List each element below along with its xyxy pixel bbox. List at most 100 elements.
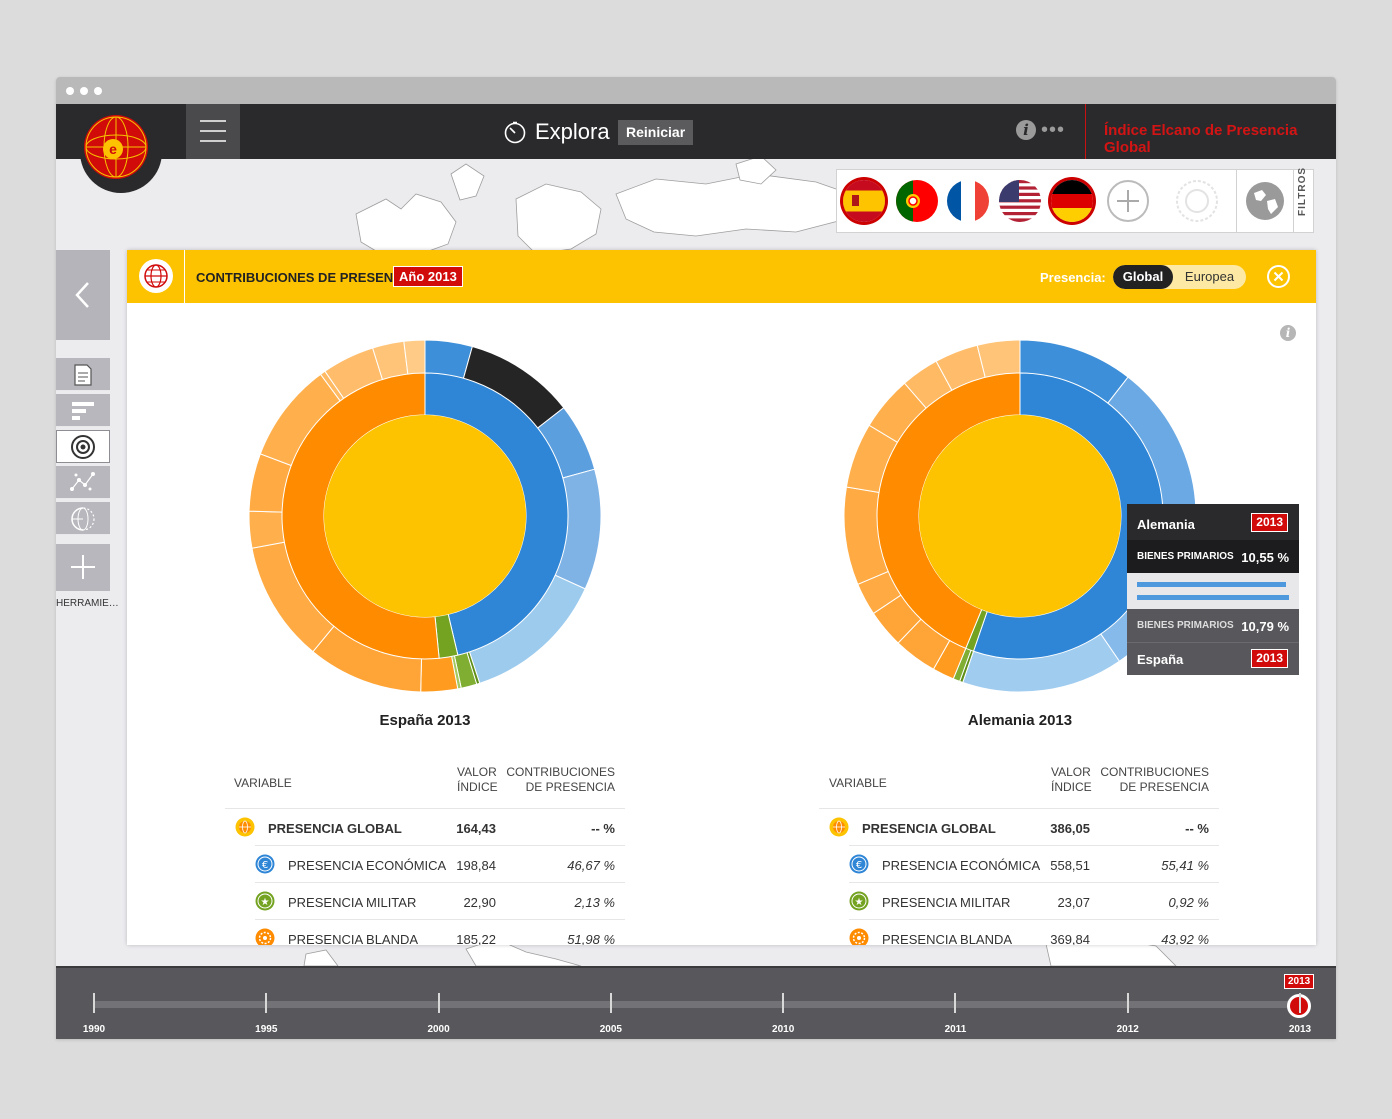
tool-contributions[interactable] <box>56 430 110 463</box>
header-valor: VALOR ÍNDICE <box>1051 765 1092 794</box>
table-row[interactable]: PRESENCIA BLANDA 185,22 51,98 % <box>255 919 625 945</box>
menu-button[interactable] <box>186 104 240 159</box>
row-name: PRESENCIA ECONÓMICA <box>882 858 1041 873</box>
presencia-label: Presencia: <box>1040 270 1106 285</box>
timeline-tick[interactable] <box>93 993 95 1013</box>
timeline-year-label[interactable]: 2011 <box>944 1024 967 1035</box>
timeline-tick[interactable] <box>437 993 440 1013</box>
outer-ring-slice-8[interactable] <box>420 654 459 693</box>
timeline-year-label[interactable]: 2012 <box>1116 1024 1139 1035</box>
browser-window: Explora Reiniciar i ••• Índice Elcano de… <box>56 77 1336 1039</box>
add-country-button[interactable] <box>1107 180 1149 222</box>
elcano-logo-icon: e <box>83 114 159 190</box>
flag-portugal[interactable] <box>896 180 938 222</box>
tool-ranking[interactable] <box>56 394 110 427</box>
table-row[interactable]: PRESENCIA BLANDA 369,84 43,92 % <box>849 919 1219 945</box>
row-name: PRESENCIA BLANDA <box>882 932 1013 945</box>
presencia-toggle: Global Europea <box>1113 265 1246 289</box>
row-name: PRESENCIA GLOBAL <box>862 821 996 836</box>
donut-chart-spain[interactable] <box>245 336 605 696</box>
timeline-year-label[interactable]: 2000 <box>427 1024 450 1035</box>
close-button[interactable] <box>1267 265 1290 288</box>
timeline-track[interactable] <box>94 1001 1300 1008</box>
euro-icon: € <box>849 854 869 874</box>
flag-germany[interactable] <box>1051 180 1093 222</box>
filters-button[interactable]: FILTROS <box>1236 167 1314 233</box>
usa-flag-icon <box>999 180 1041 222</box>
timeline-tick[interactable] <box>782 993 785 1013</box>
timeline-year-label[interactable]: 2013 <box>1288 1024 1312 1035</box>
add-tool-button[interactable] <box>56 544 110 591</box>
row-value: 185,22 <box>456 932 496 945</box>
elcano-logo[interactable]: e <box>80 111 162 193</box>
window-titlebar <box>56 77 1336 104</box>
panel-header: CONTRIBUCIONES DE PRESENCIA Año 2013 Pre… <box>127 250 1316 303</box>
chevron-left-icon <box>75 282 89 308</box>
timeline-tick[interactable] <box>954 993 957 1013</box>
flag-france[interactable] <box>947 180 989 222</box>
france-flag-icon <box>947 180 989 222</box>
row-value: 23,07 <box>1057 895 1090 910</box>
globe-dotted-icon <box>71 507 95 531</box>
reset-button[interactable]: Reiniciar <box>618 120 694 145</box>
chart-title-germany: Alemania 2013 <box>967 712 1073 729</box>
donut-center[interactable] <box>324 415 526 617</box>
table-row[interactable]: PRESENCIA GLOBAL 164,43 -- % <box>225 808 625 845</box>
svg-text:€: € <box>856 860 862 871</box>
timeline-tick[interactable] <box>1299 993 1301 1013</box>
timeline-tick[interactable] <box>1126 993 1129 1013</box>
svg-text:e: e <box>109 141 117 157</box>
row-contrib: 43,92 % <box>1161 932 1209 945</box>
close-icon <box>1273 271 1284 282</box>
compass-icon[interactable] <box>1175 179 1219 223</box>
table-row[interactable]: ★ PRESENCIA MILITAR 23,07 0,92 % <box>849 882 1219 919</box>
chart-title-spain: España 2013 <box>379 712 471 729</box>
svg-text:★: ★ <box>261 897 270 908</box>
tooltip-bars <box>1127 573 1299 609</box>
timeline-year-label[interactable]: 2005 <box>599 1024 622 1035</box>
brand-title[interactable]: Índice Elcano de Presencia Global <box>1104 122 1298 156</box>
row-contrib: 51,98 % <box>567 932 615 945</box>
tooltip-bar-alemania <box>1137 582 1286 587</box>
timeline-year-label[interactable]: 2010 <box>772 1024 795 1035</box>
timeline-year-label[interactable]: 1995 <box>255 1024 278 1035</box>
row-contrib: 2,13 % <box>574 895 615 910</box>
row-value: 369,84 <box>1050 932 1090 945</box>
tool-globe[interactable] <box>56 502 110 535</box>
timeline-tick[interactable] <box>609 993 612 1013</box>
table-row[interactable]: ★ PRESENCIA MILITAR 22,90 2,13 % <box>255 882 625 919</box>
tools-label: HERRAMIE… <box>56 598 119 609</box>
plus-icon <box>71 555 95 579</box>
menu-icon <box>200 140 226 142</box>
outer-ring-slice-17[interactable] <box>403 339 426 376</box>
timeline-tick[interactable] <box>265 993 268 1013</box>
row-value: 386,05 <box>1050 821 1090 836</box>
toggle-global[interactable]: Global <box>1113 265 1173 289</box>
donut-chart-germany[interactable] <box>840 336 1200 696</box>
donut-center[interactable] <box>919 415 1121 617</box>
timeline-year-label[interactable]: 1990 <box>82 1024 106 1035</box>
flag-spain[interactable] <box>843 180 885 222</box>
table-row[interactable]: PRESENCIA GLOBAL 386,05 -- % <box>819 808 1219 845</box>
back-button[interactable] <box>56 250 110 340</box>
outer-ring-slice-15[interactable] <box>976 339 1021 379</box>
toggle-europea[interactable]: Europea <box>1184 269 1235 284</box>
tool-scatter[interactable] <box>56 466 110 499</box>
inner-ring-slice-0[interactable] <box>424 372 569 656</box>
row-contrib: 46,67 % <box>567 858 615 873</box>
outer-ring-slice-11[interactable] <box>248 510 286 549</box>
info-icon[interactable]: i <box>1016 120 1036 140</box>
window-dot <box>66 87 74 95</box>
more-icon[interactable]: ••• <box>1041 119 1066 141</box>
row-name: PRESENCIA ECONÓMICA <box>288 858 447 873</box>
flag-usa[interactable] <box>999 180 1041 222</box>
top-bar: Explora Reiniciar i ••• Índice Elcano de… <box>56 104 1336 159</box>
info-icon[interactable]: i <box>1280 325 1296 341</box>
table-row[interactable]: € PRESENCIA ECONÓMICA 198,84 46,67 % <box>255 845 625 882</box>
tooltip-value: 10,55 % <box>1241 550 1289 565</box>
tool-document[interactable] <box>56 358 110 391</box>
row-name: PRESENCIA MILITAR <box>288 895 417 910</box>
table-row[interactable]: € PRESENCIA ECONÓMICA 558,51 55,41 % <box>849 845 1219 882</box>
explora-label: Explora <box>535 119 610 144</box>
tooltip-bar-espana <box>1137 595 1289 600</box>
